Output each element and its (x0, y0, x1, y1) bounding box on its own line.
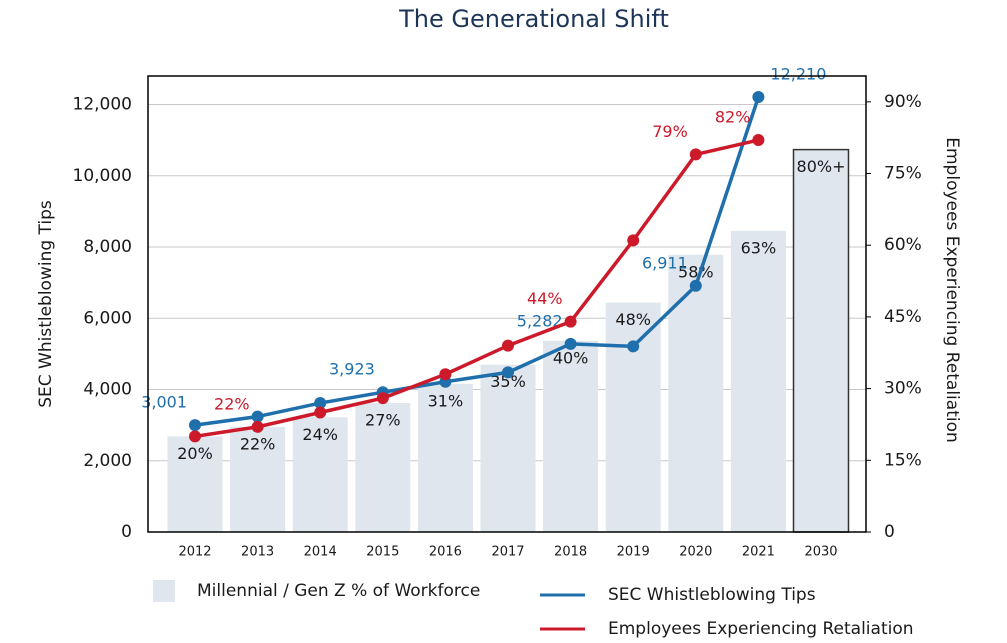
bar-label: 58% (678, 262, 714, 281)
bar (230, 426, 286, 532)
y2-axis-label: Employees Experiencing Retaliation (942, 137, 962, 443)
y-tick-label: 0 (121, 522, 132, 542)
y-tick-label: 12,000 (73, 95, 132, 115)
line (194, 138, 759, 439)
point (502, 339, 514, 352)
y-tick-label: 4,000 (83, 380, 132, 400)
point-label: 22% (214, 394, 250, 413)
point-label: 44% (527, 289, 563, 308)
line (194, 96, 761, 427)
legend-label: Employees Experiencing Retaliation (608, 619, 914, 639)
y-axis-label: SEC Whistleblowing Tips (36, 200, 56, 408)
x-tick-label: 2019 (617, 545, 650, 560)
point (314, 397, 327, 410)
y-tick-label: 2,000 (83, 451, 132, 471)
point-label: 3,923 (329, 360, 375, 379)
bar (355, 402, 411, 532)
y2-tick-label: 60% (884, 235, 922, 255)
legend-label: Millennial / Gen Z % of Workforce (197, 581, 480, 601)
point-label: 5,282 (517, 311, 563, 330)
bar (417, 383, 473, 532)
bar (292, 417, 348, 532)
point (439, 368, 452, 381)
x-tick-label: 2012 (178, 545, 211, 560)
point-label: 79% (652, 122, 688, 141)
bar (605, 302, 661, 532)
point-label: 6,911 (642, 253, 688, 272)
point (752, 134, 765, 147)
x-tick-label: 2017 (491, 545, 524, 560)
y-tick-label: 10,000 (73, 166, 132, 186)
y2-tick-label: 90% (884, 92, 922, 112)
x-tick-label: 2020 (679, 545, 712, 560)
x-tick-label: 2013 (241, 545, 274, 560)
legend-label: SEC Whistleblowing Tips (608, 585, 816, 605)
bar-label: 22% (240, 434, 276, 453)
y2-tick-label: 15% (884, 450, 922, 470)
bar (167, 436, 223, 532)
bar-label: 63% (741, 238, 777, 257)
point-label: 3,001 (141, 393, 187, 412)
point (502, 366, 514, 379)
point-label: 12,210 (770, 65, 826, 84)
bar-label: 80%+ (797, 157, 846, 176)
point (564, 337, 577, 350)
bar (730, 230, 786, 532)
point (251, 410, 264, 423)
bar-label: 40% (553, 348, 589, 367)
x-tick-label: 2030 (804, 545, 837, 560)
bar-label: 48% (615, 310, 651, 329)
point (689, 148, 702, 161)
point (376, 392, 389, 405)
point (689, 279, 702, 292)
bar-label: 35% (490, 372, 526, 391)
x-tick-label: 2014 (304, 545, 337, 560)
bar-label: 24% (302, 425, 338, 444)
legend-swatch (153, 580, 175, 602)
bar-label: 27% (365, 410, 401, 429)
y-tick-label: 8,000 (83, 237, 132, 257)
bar (543, 340, 599, 532)
point-label: 82% (715, 108, 751, 127)
x-tick-label: 2021 (742, 545, 775, 560)
bar (480, 364, 536, 532)
y2-tick-label: 75% (884, 164, 922, 184)
point (752, 91, 765, 104)
bar-label: 31% (428, 391, 464, 410)
point (189, 419, 201, 432)
y2-tick-label: 0 (884, 522, 895, 542)
y-tick-label: 6,000 (83, 308, 132, 328)
bar (668, 254, 724, 533)
y2-tick-label: 45% (884, 307, 922, 327)
chart-title: The Generational Shift (398, 5, 669, 33)
plot-border (147, 75, 867, 533)
x-tick-label: 2016 (429, 545, 462, 560)
y2-tick-label: 30% (884, 379, 922, 399)
point (564, 315, 577, 328)
x-tick-label: 2015 (366, 545, 399, 560)
bar-label: 20% (177, 444, 213, 463)
point (189, 430, 201, 443)
point (251, 420, 264, 433)
x-tick-label: 2018 (554, 545, 587, 560)
point (627, 340, 640, 353)
bar (792, 148, 850, 533)
point (627, 234, 640, 247)
point (314, 406, 327, 419)
